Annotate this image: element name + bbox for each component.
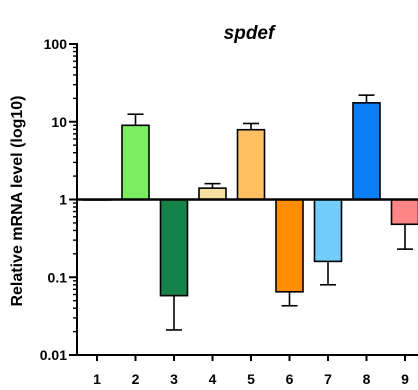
bar-3 <box>159 198 189 297</box>
x-tick-label-1: 1 <box>93 371 101 387</box>
y-tick-label-10: 10 <box>51 114 67 130</box>
y-tick-label-0.01: 0.01 <box>40 347 67 363</box>
x-tick-label-4: 4 <box>209 371 217 387</box>
bar-5 <box>236 128 266 201</box>
x-tick-label-9: 9 <box>401 371 409 387</box>
bar-8 <box>352 102 381 201</box>
x-tick-label-2: 2 <box>132 371 140 387</box>
bar-4 <box>198 187 227 201</box>
y-tick-label-100: 100 <box>44 36 68 52</box>
x-tick-label-8: 8 <box>363 371 371 387</box>
error-bars-layer <box>127 94 413 331</box>
x-tick-label-5: 5 <box>247 371 255 387</box>
bar-7 <box>313 198 343 263</box>
bar-6 <box>275 198 304 293</box>
chart-title: spdef <box>224 23 276 44</box>
axes-layer: 1 2 3 4 5 6 7 8 9 0.01 0.1 1 10 100 <box>40 36 418 387</box>
y-tick-label-0.1: 0.1 <box>48 269 68 285</box>
x-tick-label-6: 6 <box>286 371 294 387</box>
y-tick-label-1: 1 <box>59 192 67 208</box>
y-axis-label: Relative mRNA level (log10) <box>9 95 26 306</box>
bars-layer <box>82 102 418 297</box>
bar-9 <box>390 198 418 226</box>
x-tick-label-3: 3 <box>170 371 178 387</box>
x-tick-label-7: 7 <box>324 371 332 387</box>
bar-2 <box>121 124 150 201</box>
